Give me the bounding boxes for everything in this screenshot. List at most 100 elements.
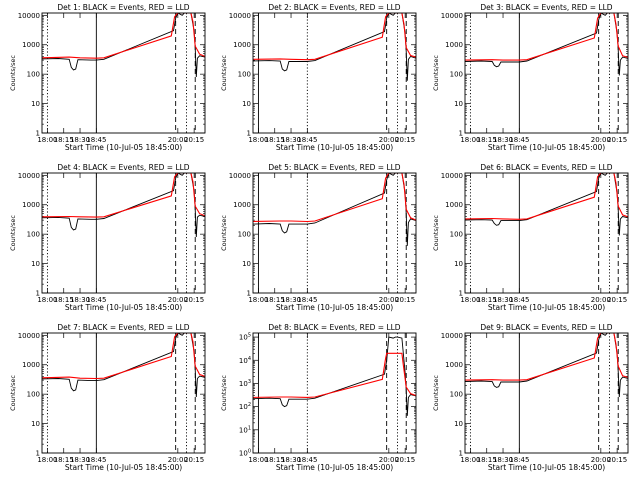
x-tick-label: 18:00 (37, 296, 57, 304)
plot-frame (252, 12, 417, 134)
lld-series-line (253, 173, 416, 223)
y-axis-label: Counts/sec (9, 55, 17, 91)
y-tick-label: 1 (36, 290, 40, 298)
x-tick-label: 18:45 (297, 456, 317, 464)
x-tick-label: 18:45 (86, 296, 106, 304)
events-series-line (42, 13, 205, 78)
x-tick-label: 20:00 (168, 456, 188, 464)
y-axis-label: Counts/sec (432, 55, 440, 91)
y-tick-label: 10 (454, 260, 463, 268)
y-tick-label: 1000 (445, 361, 463, 369)
y-tick-label: 10 (242, 260, 251, 268)
y-axis-label: Counts/sec (9, 215, 17, 251)
y-tick-label: 10 (31, 260, 40, 268)
y-tick-label: 10000 (441, 12, 463, 20)
lld-series-line (253, 352, 416, 398)
detector-panel-8: Det 8: BLACK = Events, RED = LLD 100 101 10… (220, 323, 417, 472)
y-tick-label: 10 (31, 420, 40, 428)
x-tick-label: 20:00 (379, 456, 399, 464)
y-tick-label: 105 (239, 333, 251, 342)
plot-frame (252, 332, 417, 454)
events-series-line (465, 333, 628, 398)
events-series-line (465, 13, 628, 76)
x-tick-label: 18:15 (54, 296, 74, 304)
y-tick-label: 10000 (18, 12, 40, 20)
y-axis-label: Counts/sec (432, 215, 440, 251)
x-tick-label: 18:30 (70, 456, 90, 464)
y-axis-label: Counts/sec (432, 375, 440, 411)
y-tick-label: 10000 (441, 332, 463, 340)
x-tick-label: 20:15 (395, 296, 415, 304)
y-tick-label: 104 (239, 356, 251, 365)
y-tick-label: 101 (239, 425, 251, 434)
events-series-line (42, 173, 205, 238)
plot-frame (464, 332, 629, 454)
y-tick-label: 102 (239, 402, 251, 411)
detector-panel-6: Det 6: BLACK = Events, RED = LLD 1 10 100 10… (432, 163, 629, 312)
x-tick-label: 18:00 (460, 456, 480, 464)
x-tick-label: 20:00 (379, 136, 399, 144)
x-tick-label: 20:00 (168, 136, 188, 144)
x-tick-label: 18:30 (70, 296, 90, 304)
x-tick-label: 18:30 (281, 296, 301, 304)
x-tick-label: 18:00 (248, 136, 268, 144)
x-tick-label: 20:00 (591, 296, 611, 304)
y-tick-label: 1000 (22, 41, 40, 49)
y-axis-label: Counts/sec (220, 55, 228, 91)
y-tick-label: 1 (36, 450, 40, 458)
detector-panel-5: Det 5: BLACK = Events, RED = LLD 1 10 100 10… (220, 163, 417, 312)
y-tick-label: 100 (450, 71, 463, 79)
x-axis-label: Start Time (10-Jul-05 18:45:00) (65, 463, 182, 472)
lld-series-line (465, 173, 628, 220)
y-tick-label: 1 (459, 450, 463, 458)
x-tick-label: 20:00 (168, 296, 188, 304)
x-axis-label: Start Time (10-Jul-05 18:45:00) (276, 463, 393, 472)
y-tick-label: 10 (242, 100, 251, 108)
x-axis-label: Start Time (10-Jul-05 18:45:00) (65, 143, 182, 152)
x-tick-label: 20:00 (591, 456, 611, 464)
detector-panel-1: Det 1: BLACK = Events, RED = LLD 1 10 100 10… (9, 3, 206, 152)
lld-series-line (42, 333, 205, 380)
x-tick-label: 18:45 (86, 456, 106, 464)
x-tick-label: 20:00 (591, 136, 611, 144)
x-tick-label: 20:15 (395, 136, 415, 144)
panel-title: Det 8: BLACK = Events, RED = LLD (268, 323, 400, 332)
x-tick-label: 18:00 (460, 296, 480, 304)
y-tick-label: 1000 (445, 41, 463, 49)
y-tick-label: 1 (247, 290, 251, 298)
x-tick-label: 18:30 (493, 296, 513, 304)
x-tick-label: 20:15 (607, 136, 627, 144)
x-tick-label: 18:45 (509, 296, 529, 304)
y-tick-label: 100 (450, 391, 463, 399)
y-tick-label: 1000 (445, 201, 463, 209)
detector-panel-3: Det 3: BLACK = Events, RED = LLD 1 10 100 10… (432, 3, 629, 152)
y-tick-label: 100 (27, 71, 40, 79)
events-series-line (253, 173, 416, 246)
x-tick-label: 18:15 (265, 456, 285, 464)
x-tick-label: 20:15 (184, 296, 204, 304)
panel-title: Det 3: BLACK = Events, RED = LLD (480, 3, 612, 12)
x-tick-label: 18:45 (297, 296, 317, 304)
lld-series-line (42, 173, 205, 218)
x-axis-label: Start Time (10-Jul-05 18:45:00) (276, 143, 393, 152)
plot-frame (464, 172, 629, 294)
panel-title: Det 4: BLACK = Events, RED = LLD (57, 163, 189, 172)
x-tick-label: 18:15 (477, 136, 497, 144)
x-tick-label: 20:15 (607, 456, 627, 464)
y-tick-label: 1000 (22, 201, 40, 209)
y-tick-label: 10 (454, 420, 463, 428)
x-tick-label: 18:30 (493, 456, 513, 464)
detector-panel-7: Det 7: BLACK = Events, RED = LLD 1 10 100 10… (9, 323, 206, 472)
detector-panel-9: Det 9: BLACK = Events, RED = LLD 1 10 100 10… (432, 323, 629, 472)
y-tick-label: 100 (27, 231, 40, 239)
x-tick-label: 20:15 (395, 456, 415, 464)
plot-frame (252, 172, 417, 294)
x-tick-label: 18:30 (70, 136, 90, 144)
y-tick-label: 10 (454, 100, 463, 108)
x-tick-label: 18:00 (248, 296, 268, 304)
x-axis-label: Start Time (10-Jul-05 18:45:00) (488, 463, 605, 472)
y-tick-label: 100 (238, 231, 251, 239)
x-tick-label: 18:15 (265, 136, 285, 144)
y-axis-label: Counts/sec (220, 215, 228, 251)
x-tick-label: 18:15 (477, 456, 497, 464)
